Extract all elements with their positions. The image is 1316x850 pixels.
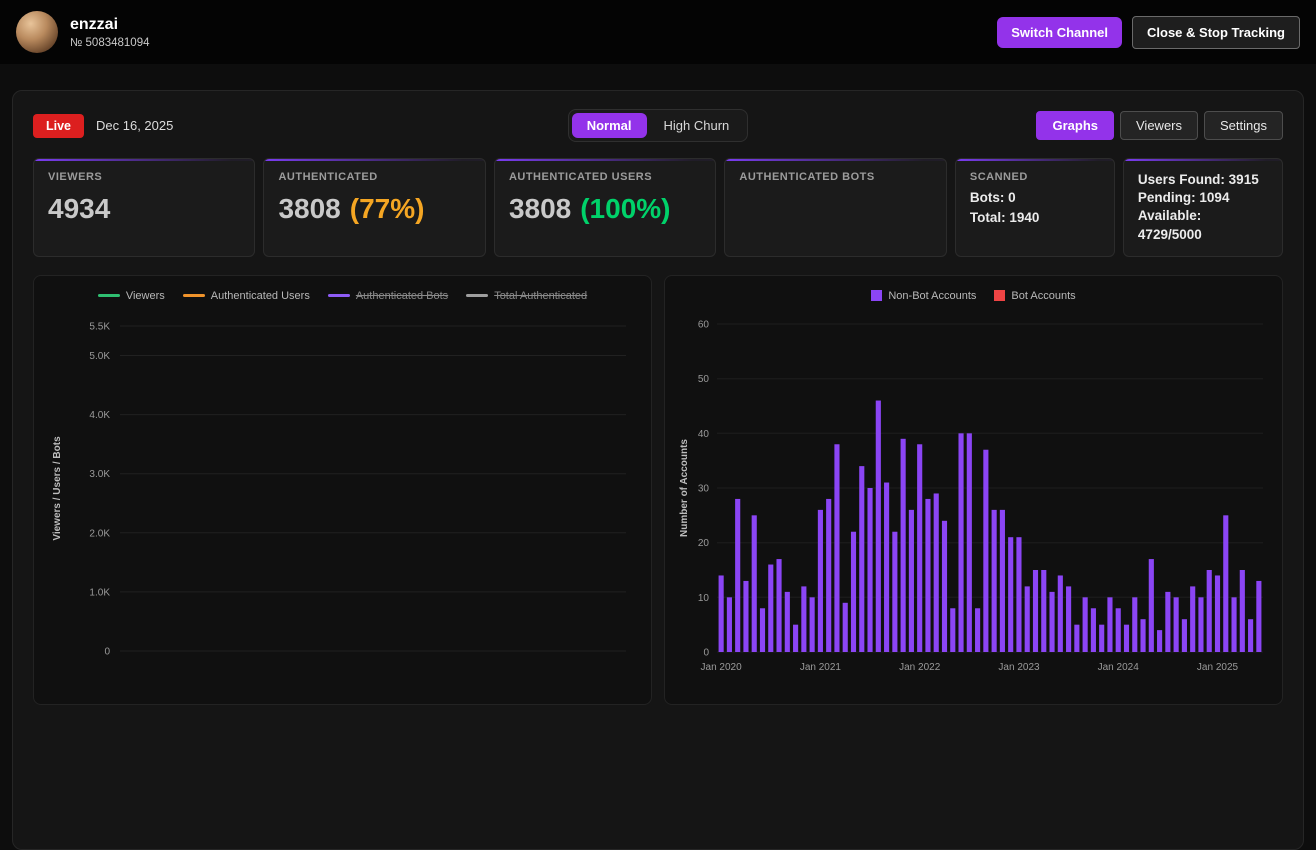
legend-label: Viewers <box>125 289 165 302</box>
stat-label: AUTHENTICATED <box>278 171 378 183</box>
line-chart-card: Viewers Authenticated Users Authenticated … <box>33 274 652 705</box>
line-chart: 5.5K 5.0K 4.0K 3.0K 2.0K 1.0K 0 Viewers / Users… <box>46 310 639 680</box>
pending: Pending: 1094 <box>1137 190 1230 206</box>
username: enzzai <box>70 16 119 34</box>
stat-card-viewers: VIEWERS 4934 <box>33 158 256 257</box>
mode-high-churn-button[interactable]: High Churn <box>649 113 745 138</box>
legend-item-viewers[interactable]: Viewers <box>97 289 165 302</box>
stat-card-authenticated: AUTHENTICATED 3808 (77%) <box>263 158 486 257</box>
svg-text:1.0K: 1.0K <box>89 587 110 598</box>
stat-label: SCANNED <box>969 171 1028 183</box>
svg-text:Number of Accounts: Number of Accounts <box>679 438 690 536</box>
legend-item-non-bot-accounts[interactable]: Non-Bot Accounts <box>871 290 976 302</box>
avatar <box>16 11 58 53</box>
legend-swatch <box>871 290 883 302</box>
svg-text:60: 60 <box>698 319 710 330</box>
stat-card-scanned: SCANNED Bots: 0 Total: 1940 <box>954 158 1115 257</box>
svg-text:50: 50 <box>698 374 710 385</box>
svg-text:5.0K: 5.0K <box>89 351 110 362</box>
legend-label: Bot Accounts <box>1011 289 1076 302</box>
legend-swatch <box>182 294 205 298</box>
mode-normal-button[interactable]: Normal <box>571 113 647 138</box>
legend-item-total-authenticated[interactable]: Total Authenticated <box>466 290 587 302</box>
legend-swatch <box>97 294 120 298</box>
stat-label: VIEWERS <box>48 171 103 183</box>
live-badge: Live <box>33 113 85 138</box>
svg-text:30: 30 <box>698 483 710 494</box>
stat-card-authenticated-users: AUTHENTICATED USERS 3808 (100%) <box>493 158 717 257</box>
legend-item-authenticated-bots[interactable]: Authenticated Bots <box>327 289 449 302</box>
svg-text:40: 40 <box>698 429 710 440</box>
legend-label: Authenticated Bots <box>355 289 449 302</box>
svg-text:0: 0 <box>703 647 709 658</box>
svg-text:Jan 2023: Jan 2023 <box>998 662 1040 673</box>
svg-text:5.5K: 5.5K <box>89 321 110 332</box>
available: Available: 4729/5000 <box>1137 208 1202 242</box>
bar-chart-legend: Non-Bot Accounts Bot Accounts <box>677 286 1270 310</box>
close-stop-tracking-button[interactable]: Close & Stop Tracking <box>1132 15 1300 49</box>
stat-label: AUTHENTICATED USERS <box>508 171 653 183</box>
panel-header: Live Dec 16, 2025 Normal High Churn Grap… <box>33 109 1283 142</box>
svg-text:Jan 2025: Jan 2025 <box>1197 662 1239 673</box>
stat-card-authenticated-bots: AUTHENTICATED BOTS <box>724 158 947 257</box>
legend-swatch <box>994 290 1006 302</box>
stats-row: VIEWERS 4934 AUTHENTICATED 3808 (77%) AU… <box>33 158 1283 257</box>
settings-button[interactable]: Settings <box>1204 111 1283 140</box>
stat-card-account-quota: Users Found: 3915 Pending: 1094 Availabl… <box>1122 158 1283 257</box>
viewers-button[interactable]: Viewers <box>1120 111 1199 140</box>
mode-toggle: Normal High Churn <box>567 109 749 142</box>
main-panel: Live Dec 16, 2025 Normal High Churn Grap… <box>12 90 1304 850</box>
legend-item-authenticated-users[interactable]: Authenticated Users <box>182 289 310 302</box>
user-id: № 5083481094 <box>70 36 150 49</box>
date-label: Dec 16, 2025 <box>96 118 174 133</box>
stat-value: 3808 <box>508 193 572 224</box>
svg-text:0: 0 <box>104 646 110 657</box>
bar-chart: 0 10 20 30 40 50 60 Jan 2020 Jan 2021 Jan 2022 Jan… <box>677 310 1270 683</box>
header-bar: enzzai № 5083481094 Switch Channel Close… <box>0 0 1316 64</box>
charts-row: Viewers Authenticated Users Authenticated … <box>33 274 1283 705</box>
legend-label: Authenticated Users <box>210 289 310 302</box>
legend-swatch <box>466 294 489 298</box>
stat-label: AUTHENTICATED BOTS <box>739 171 875 183</box>
svg-text:Jan 2020: Jan 2020 <box>701 662 743 673</box>
svg-text:Jan 2024: Jan 2024 <box>1098 662 1140 673</box>
legend-label: Total Authenticated <box>494 289 588 302</box>
svg-text:Jan 2021: Jan 2021 <box>800 662 842 673</box>
stat-value: 4934 <box>48 193 111 224</box>
svg-text:10: 10 <box>698 593 710 604</box>
svg-text:3.0K: 3.0K <box>89 469 110 480</box>
scanned-bots: Bots: 0 <box>969 190 1016 205</box>
legend-label: Non-Bot Accounts <box>888 289 977 302</box>
line-chart-legend: Viewers Authenticated Users Authenticated … <box>46 286 639 310</box>
bar-chart-card: Non-Bot Accounts Bot Accounts 0 10 20 30 40 50… <box>664 274 1283 705</box>
user-info: enzzai № 5083481094 <box>70 15 150 48</box>
svg-text:2.0K: 2.0K <box>89 528 110 539</box>
legend-swatch <box>327 294 350 298</box>
stat-percent: (77%) <box>349 193 425 224</box>
svg-text:20: 20 <box>698 538 710 549</box>
switch-channel-button[interactable]: Switch Channel <box>997 16 1123 48</box>
stat-percent: (100%) <box>580 193 671 224</box>
scanned-total: Total: 1940 <box>969 209 1040 225</box>
svg-text:Jan 2022: Jan 2022 <box>899 662 941 673</box>
legend-item-bot-accounts[interactable]: Bot Accounts <box>994 289 1076 302</box>
svg-text:Viewers / Users / Bots: Viewers / Users / Bots <box>52 436 63 541</box>
graphs-button[interactable]: Graphs <box>1036 111 1114 140</box>
svg-text:4.0K: 4.0K <box>89 410 110 421</box>
users-found: Users Found: 3915 <box>1137 172 1259 187</box>
stat-value: 3808 <box>278 193 341 224</box>
